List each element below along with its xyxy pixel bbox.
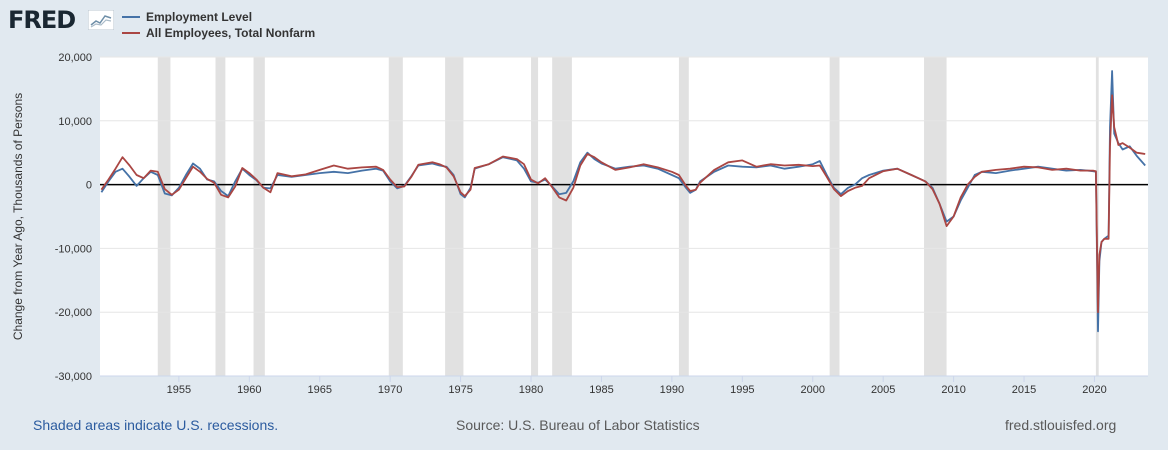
- recession-band: [552, 57, 572, 376]
- site-link[interactable]: fred.stlouisfed.org: [1005, 417, 1117, 433]
- x-tick-label: 2000: [801, 384, 825, 396]
- x-tick-label: 2020: [1082, 384, 1106, 396]
- series-line-all-employees-total-nonfarm: [100, 94, 1146, 314]
- legend-swatch: [122, 32, 140, 34]
- x-tick-label: 1960: [237, 384, 261, 396]
- x-tick-label: 1985: [589, 384, 613, 396]
- logo-graph-icon: [88, 10, 114, 30]
- y-tick-label: 20,000: [58, 52, 92, 64]
- x-tick-label: 1970: [378, 384, 402, 396]
- x-tick-label: 2010: [941, 384, 965, 396]
- y-tick-label: -30,000: [55, 371, 92, 383]
- x-tick-label: 2005: [871, 384, 895, 396]
- x-tick-label: 2015: [1012, 384, 1036, 396]
- source-note: Source: U.S. Bureau of Labor Statistics: [456, 417, 700, 433]
- legend-entry-total-nonfarm[interactable]: All Employees, Total Nonfarm: [122, 25, 315, 41]
- y-tick-label: 0: [86, 180, 92, 192]
- series-lines: [100, 70, 1146, 333]
- fred-logo: FRED: [8, 6, 76, 34]
- recession-band: [215, 57, 226, 376]
- y-tick-label: -10,000: [55, 243, 92, 255]
- recession-band: [829, 57, 840, 376]
- legend-label: All Employees, Total Nonfarm: [146, 26, 316, 40]
- y-axis-label: Change from Year Ago, Thousands of Perso…: [11, 93, 25, 340]
- x-tick-label: 1995: [730, 384, 754, 396]
- recession-band: [531, 57, 539, 376]
- y-axis-ticks: 20,000 10,000 0 -10,000 -20,000 -30,000: [55, 52, 92, 383]
- recession-band: [157, 57, 171, 376]
- recession-band: [445, 57, 464, 376]
- x-tick-label: 1955: [167, 384, 191, 396]
- recession-band: [388, 57, 403, 376]
- recession-note: Shaded areas indicate U.S. recessions.: [33, 417, 279, 433]
- y-tick-label: 10,000: [58, 116, 92, 128]
- x-tick-label: 1990: [660, 384, 684, 396]
- legend-swatch: [122, 16, 140, 18]
- x-tick-label: 1975: [448, 384, 472, 396]
- y-tick-label: -20,000: [55, 307, 92, 319]
- recession-band: [924, 57, 947, 376]
- recession-band: [253, 57, 265, 376]
- recession-shading: [157, 57, 1099, 376]
- x-axis-ticks: 1955 1960 1965 1970 1975 1980 1985 1990 1995 2000…: [100, 375, 1148, 396]
- recession-band: [678, 57, 689, 376]
- legend-entry-employment-level[interactable]: Employment Level: [122, 9, 315, 25]
- x-tick-label: 1980: [519, 384, 543, 396]
- x-tick-label: 1965: [307, 384, 331, 396]
- legend-label: Employment Level: [146, 10, 253, 24]
- chart-legend: Employment Level All Employees, Total No…: [122, 9, 315, 41]
- plot-area: [100, 57, 1148, 376]
